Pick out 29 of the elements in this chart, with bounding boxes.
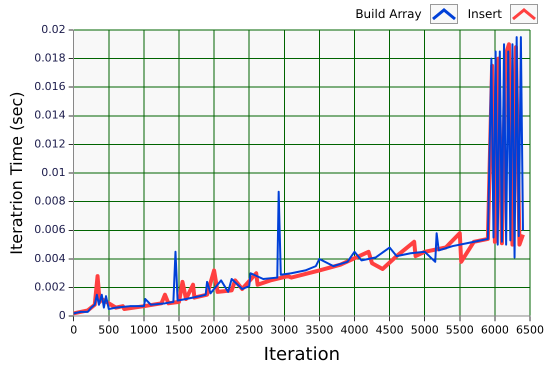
x-axis-title: Iteration (264, 344, 340, 365)
x-tick-label: 1500 (164, 324, 193, 337)
x-tick-label: 500 (98, 324, 120, 337)
x-tick-label: 6500 (516, 324, 544, 337)
y-tick-label: 0.01 (41, 166, 66, 179)
y-tick-label: 0.006 (34, 223, 66, 236)
x-tick-label: 5500 (446, 324, 474, 337)
y-tick-label: 0.012 (34, 137, 66, 150)
x-tick-label: 4000 (340, 324, 368, 337)
y-tick-label: 0.002 (34, 280, 66, 294)
y-tick-label: 0.014 (34, 108, 66, 122)
x-tick-label: 2500 (235, 324, 264, 337)
x-tick-label: 3500 (305, 324, 334, 337)
x-tick-label: 3000 (270, 324, 298, 337)
x-tick-label: 2000 (200, 324, 228, 337)
legend-label: Build Array (355, 7, 422, 21)
x-tick-label: 1000 (130, 324, 158, 337)
y-tick-label: 0.004 (34, 252, 66, 265)
legend-label: Insert (468, 7, 502, 21)
y-tick-label: 0.016 (34, 80, 66, 94)
x-tick-label: 4500 (376, 324, 404, 337)
y-tick-label: 0.02 (41, 22, 66, 36)
x-tick-label: 5000 (410, 324, 439, 337)
y-tick-label: 0.018 (34, 51, 66, 64)
x-tick-label: 6000 (480, 324, 509, 337)
y-tick-label: 0.008 (34, 194, 66, 208)
y-tick-label: 0 (58, 309, 66, 322)
y-axis-title: Iteratrion Time (sec) (6, 91, 26, 255)
x-tick-label: 0 (70, 324, 78, 337)
